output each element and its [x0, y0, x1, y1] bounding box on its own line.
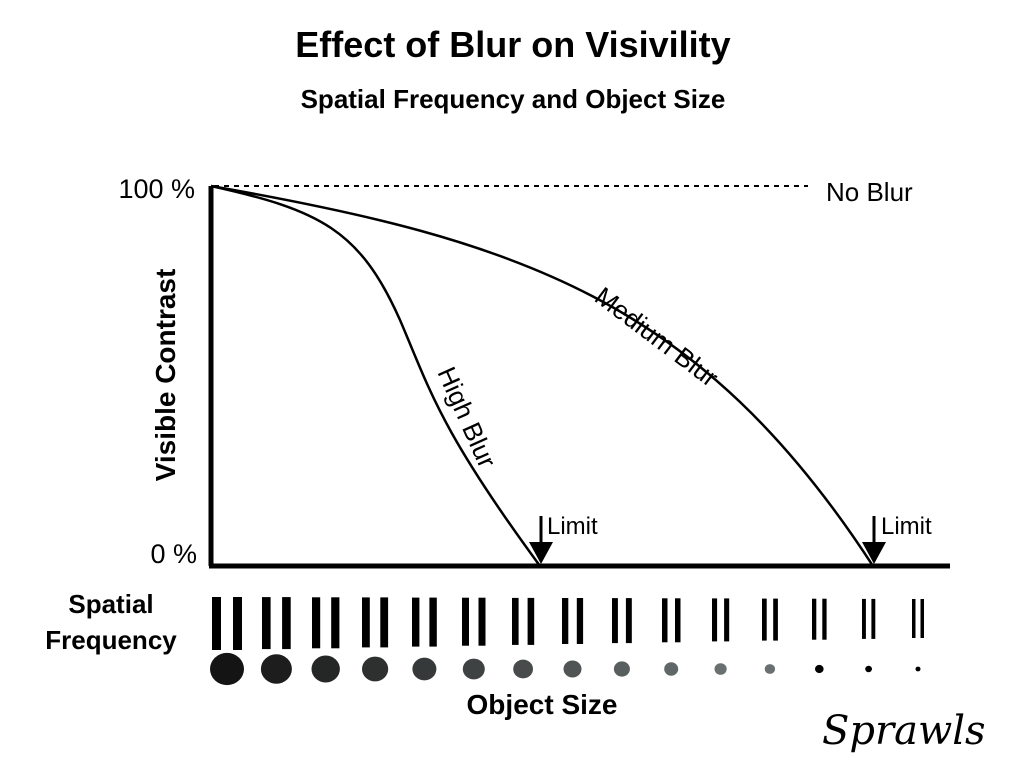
- bar-pair: [762, 598, 778, 641]
- y-tick-0: 0 %: [150, 539, 197, 569]
- frequency-bar: [462, 597, 469, 646]
- frequency-bar: [429, 597, 437, 647]
- frequency-bar: [331, 597, 340, 649]
- object-size-dot: [362, 656, 389, 682]
- frequency-bar: [712, 598, 718, 642]
- frequency-bar: [562, 598, 569, 644]
- frequency-bar: [675, 598, 681, 643]
- object-size-dot: [865, 665, 872, 673]
- frequency-bar: [527, 597, 535, 645]
- object-size-dot: [210, 652, 244, 686]
- high-blur-curve: [210, 184, 542, 567]
- object-size-dots: [210, 652, 921, 686]
- object-size-dot: [815, 664, 824, 674]
- author-signature: Sprawls: [822, 708, 986, 754]
- frequency-bar: [724, 598, 730, 642]
- y-axis-label: Visible Contrast: [150, 269, 181, 482]
- frequency-bar: [512, 597, 519, 645]
- bar-pair: [362, 597, 389, 648]
- bar-pair: [912, 599, 924, 638]
- bar-pair: [612, 598, 632, 644]
- frequency-bar: [576, 598, 584, 644]
- frequency-bar: [478, 597, 486, 646]
- frequency-bar: [380, 597, 389, 648]
- high-blur-limit-arrow-icon: [529, 516, 553, 564]
- bar-pair: [712, 598, 730, 642]
- frequency-bar: [612, 598, 618, 644]
- spatial-frequency-bars: [212, 597, 924, 650]
- frequency-bar: [773, 598, 778, 641]
- frequency-bar: [362, 597, 370, 648]
- object-size-dot: [714, 663, 727, 675]
- bar-pair: [662, 598, 681, 643]
- y-tick-100: 100 %: [118, 174, 195, 204]
- frequency-bar: [762, 598, 767, 641]
- bar-pair: [412, 597, 437, 647]
- frequency-bar: [822, 598, 827, 640]
- spatial-frequency-label-line1: Spatial: [68, 589, 153, 619]
- frequency-bar: [862, 598, 866, 639]
- frequency-bar: [233, 597, 242, 650]
- frequency-bar: [212, 597, 221, 650]
- object-size-dot: [613, 661, 630, 677]
- object-size-label: Object Size: [467, 689, 618, 720]
- high-blur-limit-label: Limit: [547, 513, 598, 540]
- medium-blur-limit-arrow-icon: [862, 516, 886, 564]
- object-size-dot: [412, 657, 437, 681]
- frequency-bar: [412, 597, 420, 647]
- bar-pair: [512, 597, 535, 645]
- no-blur-label: No Blur: [826, 177, 913, 207]
- bar-pair: [312, 597, 340, 649]
- medium-blur-label: Medium Blur: [589, 281, 724, 393]
- frequency-bar: [282, 597, 291, 650]
- frequency-bar: [625, 598, 632, 644]
- object-size-dot: [260, 654, 292, 684]
- frequency-bar: [262, 597, 271, 650]
- medium-blur-limit-label: Limit: [881, 513, 932, 540]
- object-size-dot: [915, 666, 921, 672]
- bar-pair: [562, 598, 584, 644]
- diagram-subtitle: Spatial Frequency and Object Size: [300, 84, 726, 114]
- bar-pair: [262, 597, 291, 650]
- spatial-frequency-label-line2: Frequency: [45, 625, 177, 655]
- frequency-bar: [912, 599, 916, 638]
- object-size-dot: [462, 658, 485, 680]
- bar-pair: [812, 598, 827, 640]
- object-size-dot: [664, 662, 679, 676]
- object-size-dot: [764, 664, 776, 674]
- object-size-dot: [311, 655, 340, 683]
- frequency-bar: [920, 599, 924, 638]
- frequency-bar: [871, 598, 876, 639]
- object-size-dot: [563, 660, 582, 678]
- frequency-bar: [662, 598, 668, 643]
- object-size-dot: [513, 659, 533, 679]
- bar-pair: [212, 597, 242, 650]
- bar-pair: [462, 597, 486, 646]
- bar-pair: [862, 598, 876, 639]
- medium-blur-curve: [210, 184, 875, 567]
- frequency-bar: [312, 597, 321, 649]
- diagram-title: Effect of Blur on Visivility: [295, 24, 731, 65]
- frequency-bar: [812, 598, 817, 640]
